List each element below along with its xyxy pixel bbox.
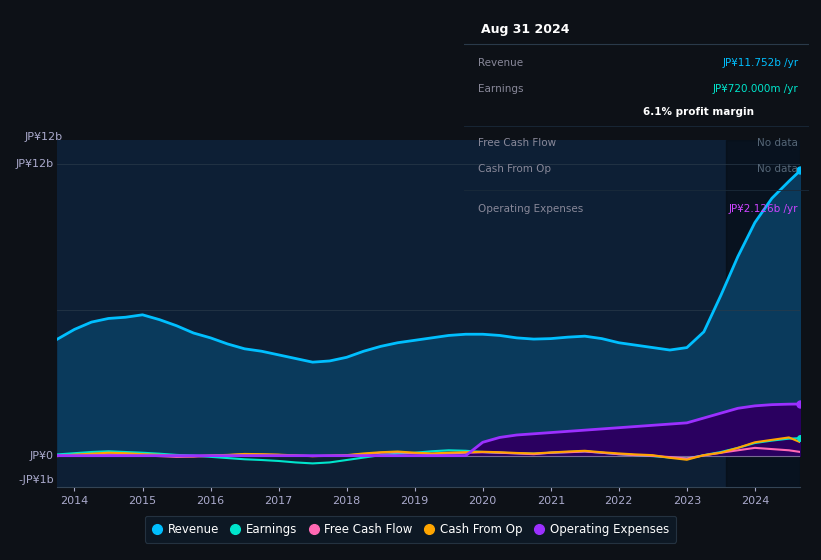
Text: -JP¥1b: -JP¥1b bbox=[18, 475, 53, 485]
Bar bbox=[727, 140, 800, 487]
Text: JP¥12b: JP¥12b bbox=[25, 132, 62, 142]
Text: No data: No data bbox=[758, 164, 798, 174]
Text: Free Cash Flow: Free Cash Flow bbox=[478, 138, 556, 148]
Text: Revenue: Revenue bbox=[478, 58, 523, 68]
Text: 6.1% profit margin: 6.1% profit margin bbox=[643, 108, 754, 118]
Text: No data: No data bbox=[758, 138, 798, 148]
Text: JP¥2.126b /yr: JP¥2.126b /yr bbox=[729, 204, 798, 214]
Text: JP¥11.752b /yr: JP¥11.752b /yr bbox=[722, 58, 798, 68]
Text: Cash From Op: Cash From Op bbox=[478, 164, 551, 174]
Legend: Revenue, Earnings, Free Cash Flow, Cash From Op, Operating Expenses: Revenue, Earnings, Free Cash Flow, Cash … bbox=[145, 516, 676, 543]
Text: JP¥12b: JP¥12b bbox=[16, 159, 53, 169]
Text: Earnings: Earnings bbox=[478, 84, 523, 94]
Text: Aug 31 2024: Aug 31 2024 bbox=[481, 23, 570, 36]
Text: Operating Expenses: Operating Expenses bbox=[478, 204, 583, 214]
Text: JP¥720.000m /yr: JP¥720.000m /yr bbox=[713, 84, 798, 94]
Text: JP¥0: JP¥0 bbox=[30, 451, 53, 461]
